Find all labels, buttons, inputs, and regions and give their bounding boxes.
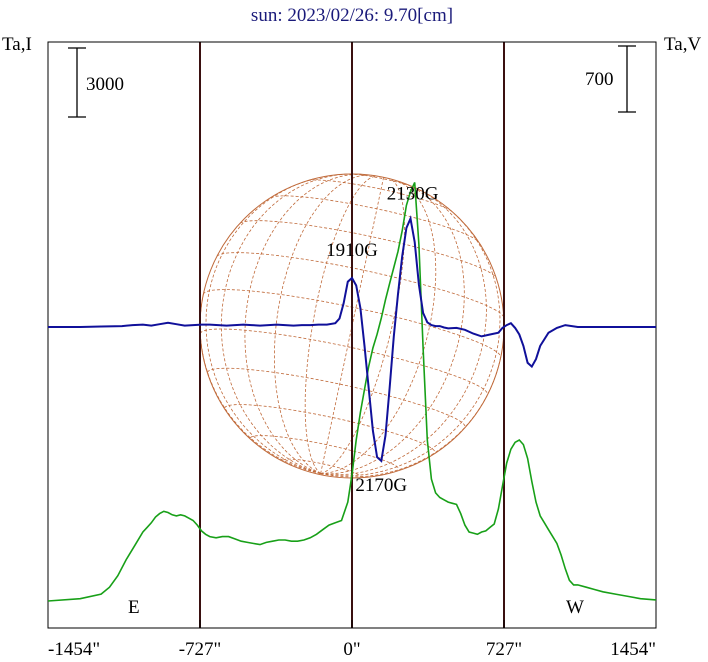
x-tick-label: -727" [179, 639, 222, 660]
field-strength-annotation: 1910G [326, 240, 378, 261]
series-line-ta-v [48, 215, 656, 463]
disk-longitude-line [244, 173, 362, 474]
disk-longitude-line [221, 173, 350, 474]
disk-longitude-line [273, 174, 372, 474]
disk-longitude-line [320, 177, 384, 474]
chart-title: sun: 2023/02/26: 9.70[cm] [251, 5, 453, 26]
x-tick-label: 727" [486, 639, 522, 660]
field-strength-annotation: 2170G [355, 475, 407, 496]
disk-longitude-line [320, 357, 502, 478]
disk-latitude-line [224, 404, 436, 453]
disk-latitude-line [199, 328, 488, 395]
x-tick-label: -1454" [48, 639, 100, 660]
left-axis-label: Ta,I [2, 34, 32, 55]
disk-longitude-line [205, 178, 321, 474]
series-line-ta-i [47, 182, 657, 602]
annotations: 2130G 1910G 2170G [326, 183, 439, 496]
disk-latitude-line [307, 179, 452, 212]
disk-longitude-line [320, 183, 465, 475]
edge-label-east: E [128, 597, 140, 618]
polarization-scale-bar-label: 700 [585, 69, 614, 90]
x-tick-label: 1454" [610, 639, 656, 660]
disk-longitude-line [320, 178, 406, 474]
disk-longitude-line [304, 175, 378, 474]
field-strength-annotation: 2130G [387, 183, 439, 204]
x-axis-ticks: -1454" -727" 0" 727" 1454" [47, 620, 657, 660]
edge-label-west: W [566, 597, 584, 618]
right-axis-label: Ta,V [664, 34, 701, 55]
x-tick-label: 0" [343, 639, 360, 660]
disk-longitude-line [320, 187, 487, 476]
disk-latitude-line [282, 458, 361, 477]
disk-longitude-line [320, 205, 501, 477]
disk-longitude-line [320, 179, 437, 474]
intensity-scale-bar-label: 3000 [86, 74, 124, 95]
limb-lines [199, 42, 505, 628]
polarization-scale-bar: 700 [585, 45, 636, 113]
intensity-scale-bar: 3000 [68, 47, 124, 118]
solar-disk-grid [199, 173, 505, 479]
